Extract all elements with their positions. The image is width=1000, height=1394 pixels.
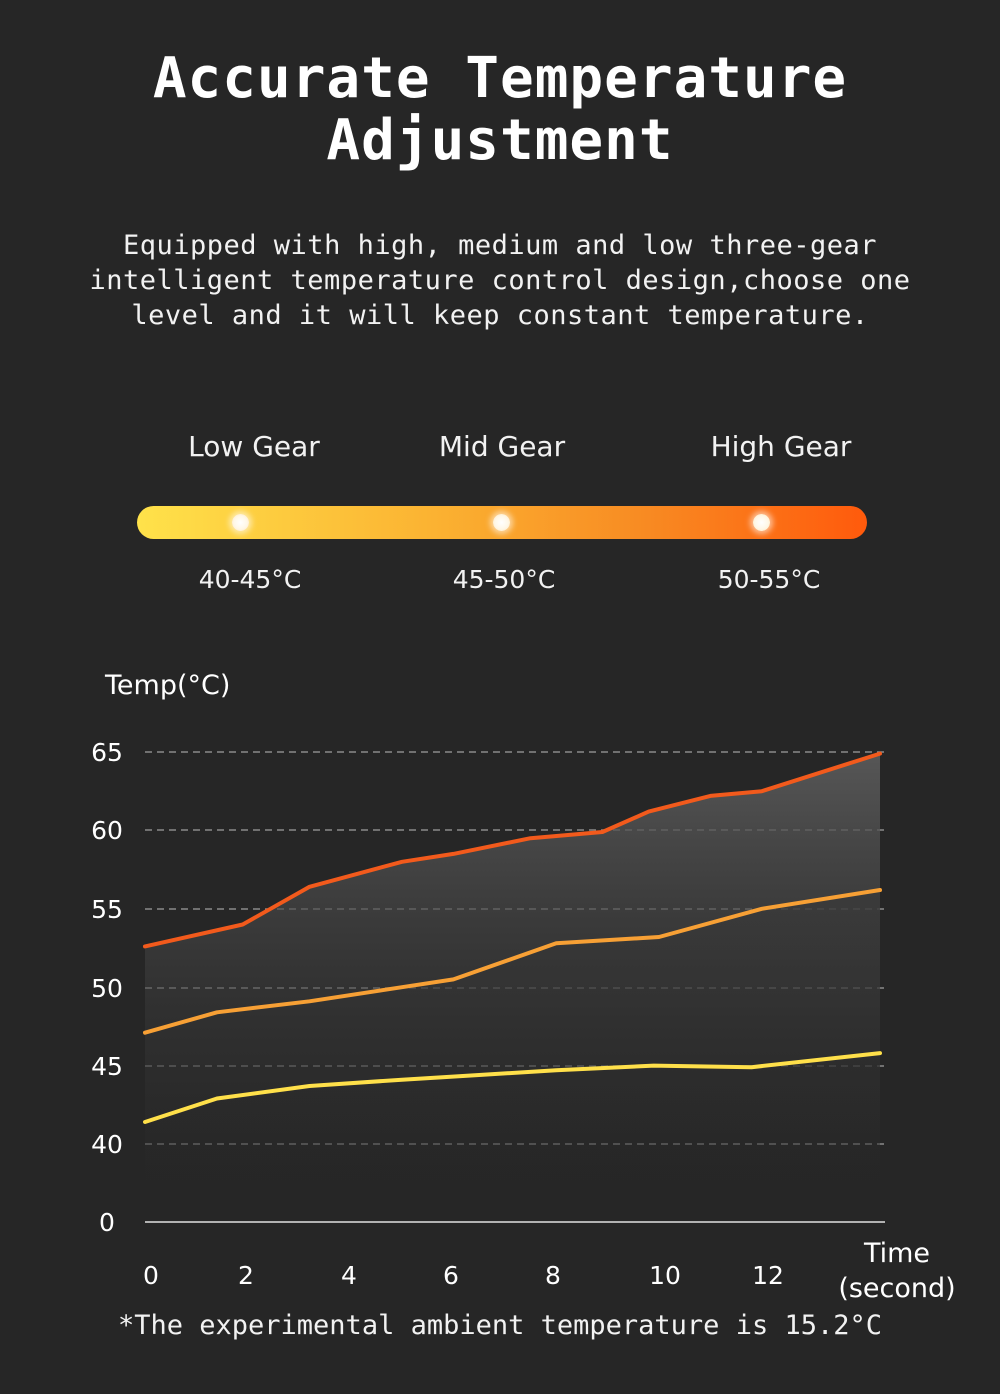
y-tick-label: 50 — [91, 974, 123, 1003]
page-subtitle: Equipped with high, medium and low three… — [0, 228, 1000, 333]
gear-label-mid: Mid Gear — [438, 430, 566, 463]
x-axis-label-time: Time — [863, 1238, 930, 1269]
y-tick-label: 65 — [91, 738, 123, 767]
x-tick-label: 8 — [545, 1261, 561, 1290]
subtitle-line-1: Equipped with high, medium and low three… — [123, 230, 877, 261]
gear-range-high: 50-55°C — [717, 565, 821, 594]
gear-range-mid: 45-50°C — [452, 565, 556, 594]
temperature-chart: Temp(°C) 0 40 45 50 55 60 65 0 2 4 6 8 10 12 Time (se… — [91, 670, 956, 1304]
y-tick-label: 45 — [91, 1052, 123, 1081]
x-tick-label: 10 — [649, 1261, 681, 1290]
y-tick-label: 0 — [99, 1208, 115, 1237]
series-line-low-gear — [143, 1051, 882, 1124]
subtitle-line-2: intelligent temperature control design,c… — [89, 265, 911, 296]
title-line-1: Accurate Temperature — [152, 46, 848, 111]
x-axis-label-unit: (second) — [838, 1273, 955, 1304]
y-tick-label: 60 — [91, 816, 123, 845]
y-tick-label: 40 — [91, 1130, 123, 1159]
y-axis-label: Temp(°C) — [104, 670, 230, 701]
y-tick-label: 55 — [91, 895, 123, 924]
x-tick-label: 6 — [443, 1261, 459, 1290]
x-tick-label: 0 — [143, 1261, 159, 1290]
area-low-gear — [145, 1053, 880, 1200]
subtitle-line-3: level and it will keep constant temperat… — [131, 300, 869, 331]
series-line-high-gear — [143, 751, 882, 949]
x-tick-label: 4 — [341, 1261, 357, 1290]
page-title: Accurate Temperature Adjustment — [0, 48, 1000, 172]
x-tick-label: 12 — [752, 1261, 784, 1290]
gear-marker-high — [753, 514, 770, 531]
gear-gradient-bar — [137, 506, 867, 539]
footnote: *The experimental ambient temperature is… — [117, 1310, 882, 1341]
gear-marker-mid — [493, 514, 510, 531]
title-line-2: Adjustment — [326, 108, 674, 173]
gear-label-low: Low Gear — [188, 430, 320, 463]
series-line-mid-gear — [143, 888, 882, 1035]
gear-marker-low — [232, 514, 249, 531]
gear-range-low: 40-45°C — [198, 565, 302, 594]
gear-label-high: High Gear — [710, 430, 852, 463]
x-tick-label: 2 — [238, 1261, 254, 1290]
